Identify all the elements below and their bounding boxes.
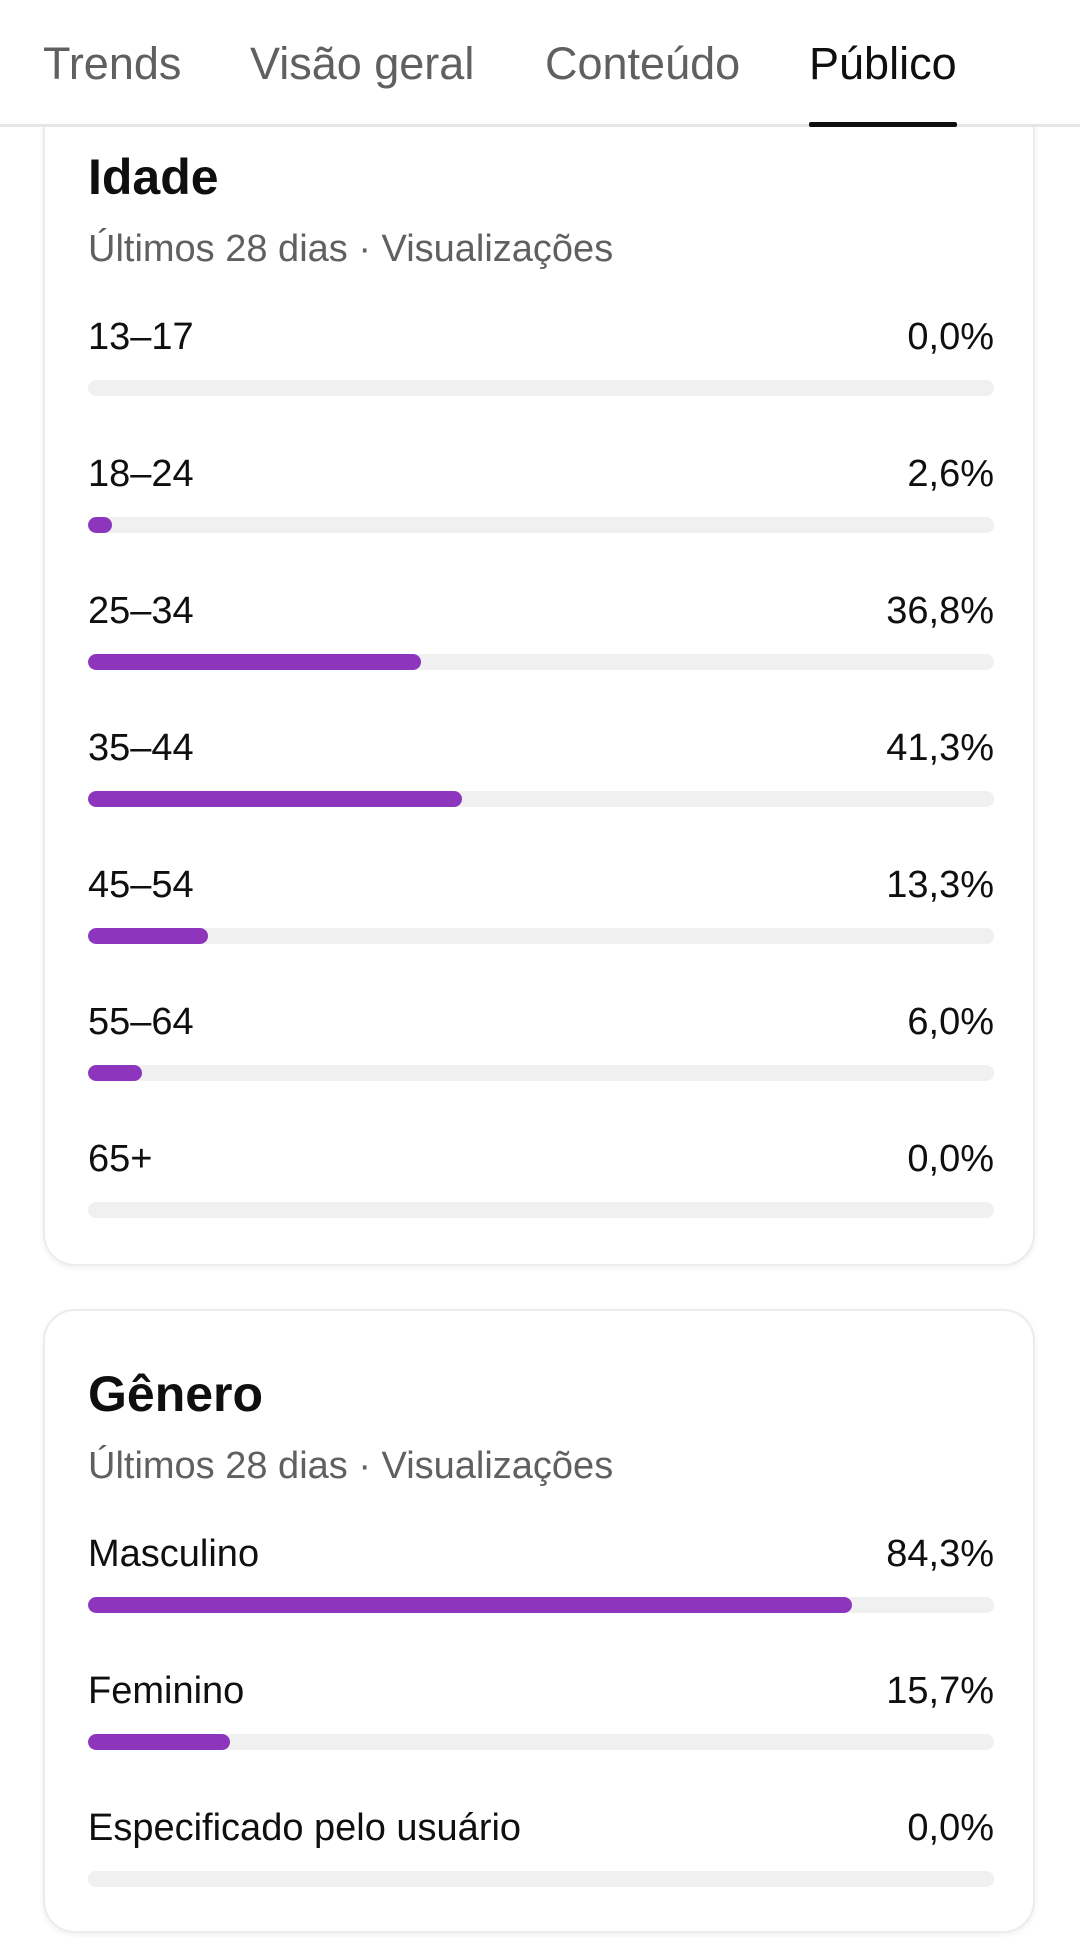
gender-row-label: Feminino xyxy=(88,1670,245,1712)
age-row-bar-track xyxy=(88,1202,994,1218)
age-row: 45–54 13,3% xyxy=(88,864,994,974)
age-row-label: 35–44 xyxy=(88,727,194,769)
age-card: Idade Últimos 28 dias · Visualizações 13… xyxy=(43,80,1035,1266)
age-row-label: 65+ xyxy=(88,1138,153,1180)
age-row: 13–17 0,0% xyxy=(88,316,994,426)
gender-row-bar-fill xyxy=(88,1734,231,1750)
age-row-bar-fill xyxy=(88,1065,143,1081)
gender-card-subtitle: Últimos 28 dias · Visualizações xyxy=(88,1445,614,1487)
tab-label: Público xyxy=(809,38,957,89)
gender-row: Especificado pelo usuário 0,0% xyxy=(88,1807,994,1917)
age-row: 25–34 36,8% xyxy=(88,590,994,700)
age-row-bar-track xyxy=(88,791,994,807)
age-row: 55–64 6,0% xyxy=(88,1001,994,1111)
gender-row-bar-track xyxy=(88,1734,994,1750)
age-row-bar-track xyxy=(88,654,994,670)
age-row-bar-track xyxy=(88,1065,994,1081)
gender-card: Gênero Últimos 28 dias · Visualizações M… xyxy=(43,1309,1035,1933)
gender-row: Masculino 84,3% xyxy=(88,1533,994,1643)
gender-row-value: 84,3% xyxy=(886,1533,994,1575)
age-row-label: 45–54 xyxy=(88,864,194,906)
age-row-value: 41,3% xyxy=(886,727,994,769)
tab-label: Visão geral xyxy=(250,38,475,89)
age-row-label: 25–34 xyxy=(88,590,194,632)
age-row-value: 13,3% xyxy=(886,864,994,906)
age-row: 65+ 0,0% xyxy=(88,1138,994,1248)
age-card-subtitle: Últimos 28 dias · Visualizações xyxy=(88,228,614,270)
age-row-bar-fill xyxy=(88,517,112,533)
age-row-value: 6,0% xyxy=(907,1001,994,1043)
age-row-value: 0,0% xyxy=(907,1138,994,1180)
gender-row-value: 0,0% xyxy=(907,1807,994,1849)
age-row-value: 2,6% xyxy=(907,453,994,495)
age-row-bar-track xyxy=(88,517,994,533)
age-row-bar-fill xyxy=(88,928,209,944)
active-tab-indicator xyxy=(809,122,957,127)
tab-audience[interactable]: Público xyxy=(809,38,957,127)
tab-label: Conteúdo xyxy=(545,38,741,89)
age-row-bar-track xyxy=(88,380,994,396)
age-row-bar-fill xyxy=(88,654,422,670)
age-row: 18–24 2,6% xyxy=(88,453,994,563)
gender-row-bar-track xyxy=(88,1597,994,1613)
age-row-value: 36,8% xyxy=(886,590,994,632)
gender-row-label: Masculino xyxy=(88,1533,260,1575)
age-row-label: 55–64 xyxy=(88,1001,194,1043)
age-card-title: Idade xyxy=(88,149,219,205)
gender-row-value: 15,7% xyxy=(886,1670,994,1712)
gender-row-bar-track xyxy=(88,1871,994,1887)
age-row-bar-track xyxy=(88,928,994,944)
tab-bar: Trends Visão geral Conteúdo Público xyxy=(0,0,1080,127)
age-row-label: 18–24 xyxy=(88,453,194,495)
age-row-bar-fill xyxy=(88,791,463,807)
gender-row-label: Especificado pelo usuário xyxy=(88,1807,522,1849)
tab-label: Trends xyxy=(43,38,182,89)
age-row: 35–44 41,3% xyxy=(88,727,994,837)
gender-row-bar-fill xyxy=(88,1597,852,1613)
tab-overview[interactable]: Visão geral xyxy=(250,38,474,124)
tab-trends[interactable]: Trends xyxy=(43,38,181,124)
age-row-label: 13–17 xyxy=(88,316,194,358)
age-row-value: 0,0% xyxy=(907,316,994,358)
gender-row: Feminino 15,7% xyxy=(88,1670,994,1780)
gender-card-title: Gênero xyxy=(88,1366,264,1422)
tab-content[interactable]: Conteúdo xyxy=(545,38,740,124)
